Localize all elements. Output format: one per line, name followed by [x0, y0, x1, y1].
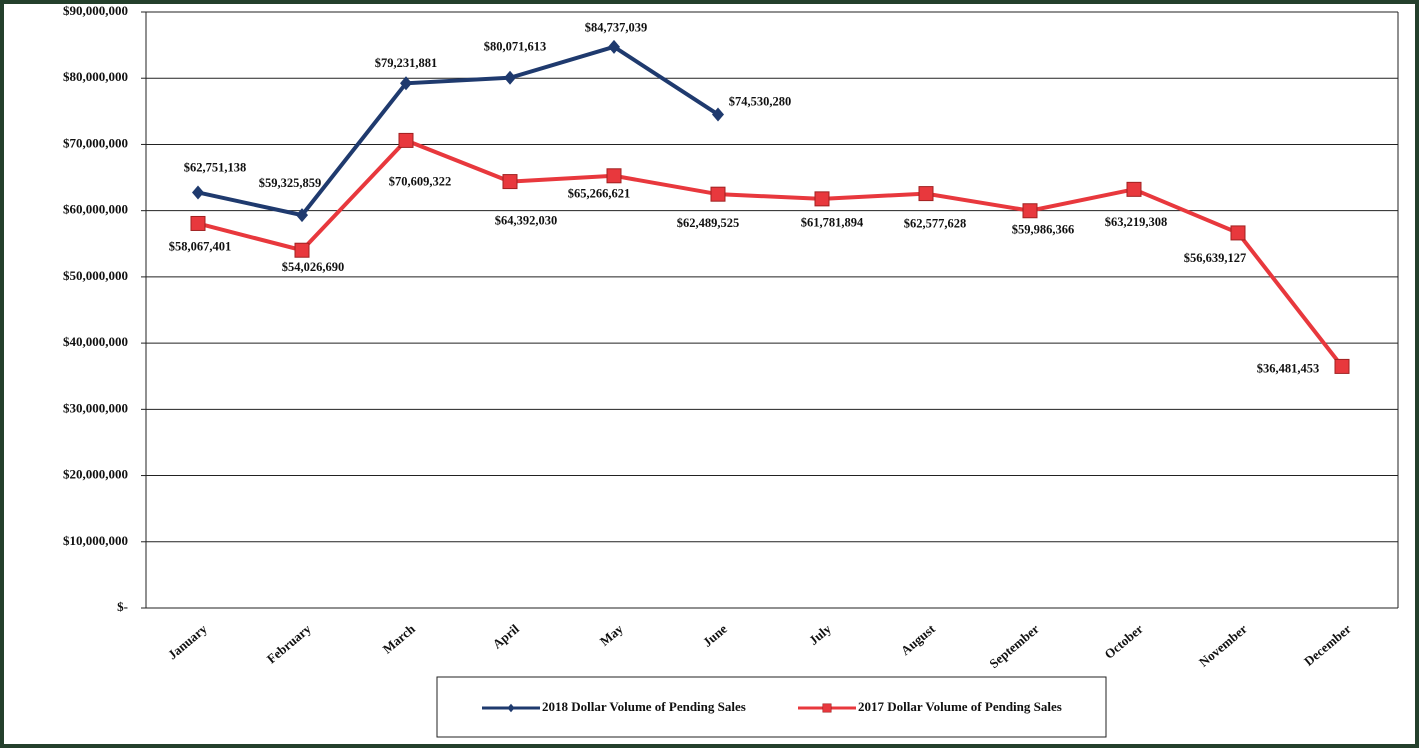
- y-tick-label: $30,000,000: [63, 400, 128, 415]
- marker: [918, 186, 934, 202]
- y-tick-label: $80,000,000: [63, 69, 128, 84]
- y-tick-label: $50,000,000: [63, 268, 128, 283]
- marker: [504, 70, 516, 85]
- data-label: $54,026,690: [282, 260, 345, 274]
- marker: [294, 242, 310, 258]
- marker: [710, 186, 726, 202]
- marker: [502, 174, 518, 190]
- legend-label: 2018 Dollar Volume of Pending Sales: [542, 699, 746, 714]
- y-tick-label: $90,000,000: [63, 3, 128, 18]
- y-tick-label: $10,000,000: [63, 533, 128, 548]
- data-label: $36,481,453: [1257, 361, 1320, 375]
- data-label: $74,530,280: [729, 94, 792, 108]
- data-label: $64,392,030: [495, 213, 558, 227]
- marker: [1334, 358, 1350, 374]
- marker: [1022, 203, 1038, 219]
- marker: [814, 191, 830, 207]
- marker: [398, 132, 414, 148]
- y-tick-label: $60,000,000: [63, 202, 128, 217]
- series-line: [197, 138, 1344, 368]
- legend-box: [436, 676, 1107, 738]
- y-tick-label: $-: [117, 599, 128, 614]
- marker: [608, 39, 620, 54]
- marker: [712, 107, 724, 122]
- marker: [400, 76, 412, 91]
- marker: [296, 208, 308, 223]
- marker: [192, 185, 204, 200]
- data-label: $80,071,613: [484, 40, 547, 54]
- data-label: $62,489,525: [677, 216, 740, 230]
- marker: [1230, 225, 1246, 241]
- marker: [190, 215, 206, 231]
- marker: [606, 168, 622, 184]
- legend-label: 2017 Dollar Volume of Pending Sales: [858, 699, 1062, 714]
- data-label: $70,609,322: [389, 174, 452, 188]
- data-label: $56,639,127: [1184, 251, 1247, 265]
- data-label: $58,067,401: [169, 239, 232, 253]
- marker: [1126, 181, 1142, 197]
- y-tick-label: $70,000,000: [63, 135, 128, 150]
- y-tick-label: $40,000,000: [63, 334, 128, 349]
- series-line: [197, 44, 720, 218]
- data-label: $62,751,138: [184, 160, 247, 174]
- data-label: $61,781,894: [801, 216, 864, 230]
- marker: [507, 703, 515, 713]
- data-label: $63,219,308: [1105, 215, 1168, 229]
- data-label: $79,231,881: [375, 56, 438, 70]
- y-tick-label: $20,000,000: [63, 467, 128, 482]
- data-label: $65,266,621: [568, 187, 631, 201]
- data-label: $84,737,039: [585, 21, 648, 35]
- data-label: $59,325,859: [259, 176, 322, 190]
- marker: [822, 703, 832, 713]
- data-label: $59,986,366: [1012, 223, 1075, 237]
- data-label: $62,577,628: [904, 216, 967, 230]
